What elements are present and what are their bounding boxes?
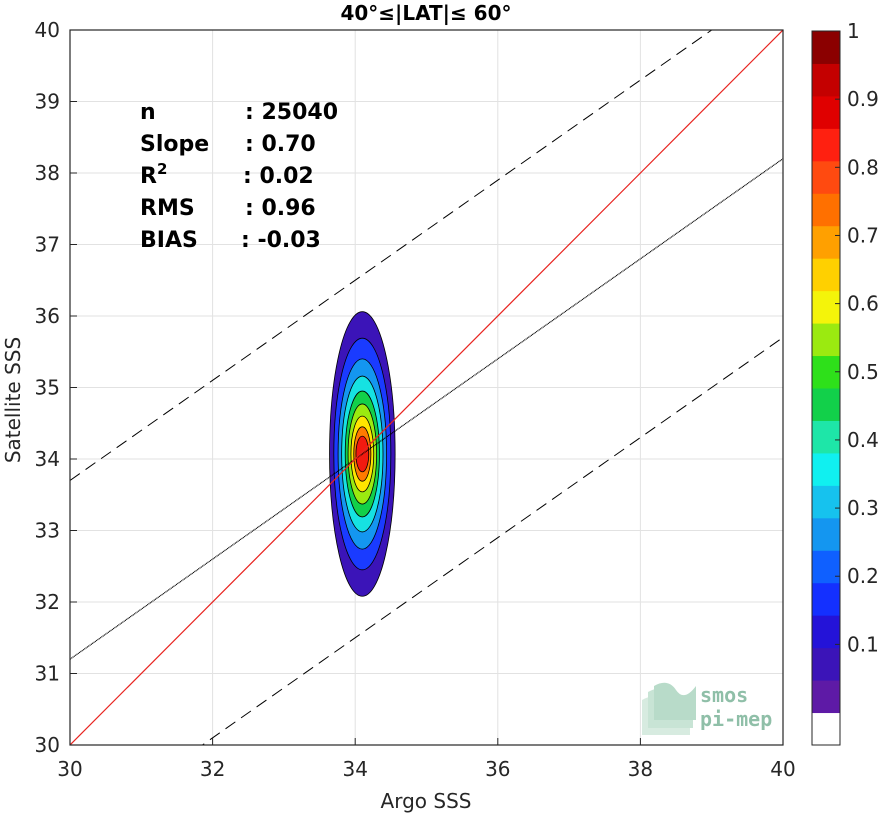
x-tick-labels: 30 32 34 36 38 40 (57, 738, 796, 781)
fit-line (70, 158, 783, 660)
y-tick-label: 36 (35, 304, 60, 328)
stat-value: : -0.03 (241, 228, 321, 253)
stat-value: : 0.96 (245, 196, 316, 221)
colorbar-segment (812, 63, 840, 97)
logo-wave-icon (642, 682, 696, 735)
y-tick-label: 30 (35, 733, 60, 757)
stats-box: n : 25040 Slope : 0.70 R2 : 0.02 RMS : 0.96 BIAS… (140, 100, 338, 253)
stat-value: : 25040 (245, 100, 338, 125)
upper-bound-line (70, 30, 713, 481)
colorbar-tick-label: 0.7 (847, 223, 879, 247)
x-tick-label: 32 (200, 757, 225, 781)
colorbar-segment (812, 160, 840, 194)
y-tick-label: 37 (35, 233, 60, 257)
colorbar-segment (812, 31, 840, 64)
y-tick-label: 35 (35, 376, 60, 400)
colorbar-tick-label: 0.8 (847, 155, 879, 179)
y-tick-label: 40 (35, 18, 60, 42)
chart-title: 40°≤|LAT|≤ 60° (340, 1, 511, 25)
colorbar-tick-label: 0.6 (847, 292, 879, 316)
y-tick-label: 33 (35, 519, 60, 543)
stat-value: : 0.02 (243, 164, 314, 189)
colorbar-tick-label: 0.4 (847, 428, 879, 452)
colorbar-segment (812, 290, 840, 324)
stat-label: Slope (140, 132, 209, 157)
colorbar-tick-label: 0.1 (847, 632, 879, 656)
y-tick-label: 34 (35, 447, 60, 471)
y-tick-label: 31 (35, 662, 60, 686)
colorbar-tick-label: 0.3 (847, 496, 879, 520)
colorbar-segment (812, 95, 840, 129)
colorbar-segment (812, 485, 840, 519)
stat-label: BIAS (140, 228, 198, 253)
y-tick-labels: 30 31 32 33 34 35 36 37 38 39 40 (35, 18, 77, 757)
x-tick-label: 38 (628, 757, 653, 781)
stat-value: : 0.70 (245, 132, 316, 157)
logo-line1: smos (700, 683, 748, 707)
colorbar-segment (812, 193, 840, 227)
y-tick-label: 39 (35, 90, 60, 114)
identity-line (70, 30, 783, 745)
stat-label: R2 (140, 160, 167, 189)
colorbar-segment (812, 323, 840, 357)
grid (69, 29, 784, 746)
colorbar-segment (812, 128, 840, 162)
lower-bound-line (201, 337, 783, 745)
colorbar-segment (812, 582, 840, 616)
colorbar-segment (812, 550, 840, 584)
smos-pi-mep-logo: smos pi-mep (642, 682, 772, 735)
regression-lines (70, 30, 783, 745)
y-tick-label: 32 (35, 590, 60, 614)
logo-line2: pi-mep (700, 707, 772, 731)
x-axis-label: Argo SSS (381, 789, 472, 813)
colorbar-segment (812, 420, 840, 454)
colorbar-segment (812, 258, 840, 292)
x-tick-label: 40 (770, 757, 795, 781)
stat-label: n (140, 100, 156, 125)
y-axis-label: Satellite SSS (1, 337, 25, 463)
colorbar-frame (811, 30, 841, 746)
colorbar-tick-label: 1 (847, 19, 860, 43)
colorbar-tick-label: 0.9 (847, 87, 879, 111)
colorbar-segment (812, 517, 840, 551)
colorbar-segment (812, 712, 840, 746)
colorbar-segment (812, 452, 840, 486)
colorbar-tick-label: 0.2 (847, 564, 879, 588)
colorbar: 0.1 0.2 0.3 0.4 0.5 0.6 0.7 0.8 0.9 1 (811, 19, 879, 746)
colorbar-tick-label: 0.5 (847, 360, 879, 384)
colorbar-segment (812, 225, 840, 259)
colorbar-segment (812, 388, 840, 421)
y-tick-label: 38 (35, 161, 60, 185)
x-tick-label: 30 (57, 757, 82, 781)
colorbar-segment (812, 647, 840, 681)
x-tick-label: 36 (485, 757, 510, 781)
colorbar-segment (812, 680, 840, 714)
colorbar-segment (812, 615, 840, 649)
stat-label: RMS (140, 196, 195, 221)
x-tick-label: 34 (342, 757, 367, 781)
